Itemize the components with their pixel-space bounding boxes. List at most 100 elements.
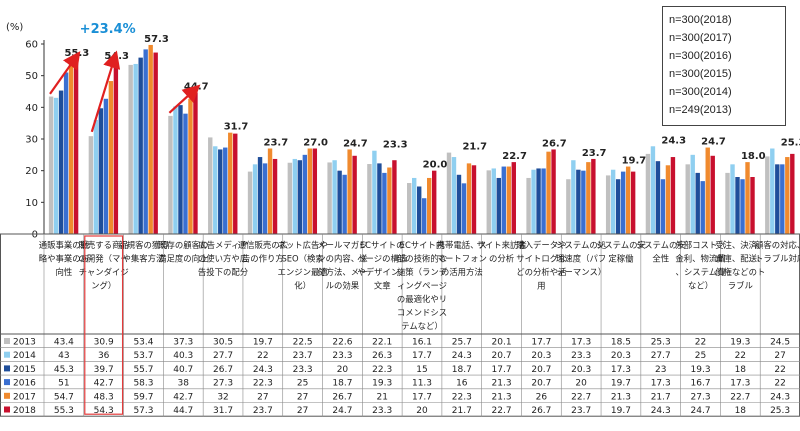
bar xyxy=(615,179,621,234)
x-tick-label: 携帯電話、スマートフォンの活用方法 xyxy=(437,240,487,277)
bar xyxy=(417,186,422,234)
bar xyxy=(73,58,79,235)
data-label: 24.7 xyxy=(343,138,368,149)
trend-arrow xyxy=(90,50,121,133)
bar xyxy=(432,170,437,234)
table-cell: 20 xyxy=(337,365,349,375)
bar xyxy=(546,151,551,234)
bar xyxy=(605,175,611,234)
table-cell: 45.3 xyxy=(54,365,74,375)
data-label: 57.3 xyxy=(144,34,169,45)
data-label: 23.3 xyxy=(383,140,408,151)
table-cell: 59.7 xyxy=(133,392,153,402)
y-tick-label: 30 xyxy=(25,135,38,146)
table-cell: 23.7 xyxy=(293,351,313,361)
bar xyxy=(93,120,99,234)
table-cell: 43.4 xyxy=(54,338,74,348)
bar xyxy=(218,149,223,234)
bar xyxy=(68,60,74,235)
data-label: 21.7 xyxy=(462,142,487,153)
bar xyxy=(382,172,387,234)
x-tick-label: ネット広告や SEO（検索エンジン最適化） xyxy=(278,240,329,291)
data-label: 54.3 xyxy=(104,51,129,62)
table-cell: 25 xyxy=(297,379,308,389)
table-cell: 55.3 xyxy=(54,406,74,416)
bar xyxy=(342,174,347,234)
x-tick-label: 通信販売の広告の作り方 xyxy=(238,240,288,264)
table-cell: 22.3 xyxy=(452,392,472,402)
table-cell: 22.1 xyxy=(372,338,392,348)
bar xyxy=(327,162,332,234)
table-cell: 23.3 xyxy=(293,365,313,375)
bar xyxy=(690,154,695,234)
table-cell: 22.6 xyxy=(332,338,352,348)
table-cell: 53.7 xyxy=(133,351,153,361)
table-cell: 54.3 xyxy=(94,406,114,416)
y-tick-label: 10 xyxy=(25,198,38,209)
bar xyxy=(700,181,705,234)
table-cell: 20.3 xyxy=(571,365,591,375)
table-cell: 58.3 xyxy=(133,379,153,389)
bar xyxy=(153,52,158,234)
bar xyxy=(571,160,576,234)
legend-entry: n=300(2018) xyxy=(669,14,732,26)
bar xyxy=(297,160,303,234)
table-cell: 22.7 xyxy=(492,406,512,416)
table-cell: 27 xyxy=(257,392,268,402)
x-tick-label: 広告メディアの使い方や広告投下の配分 xyxy=(198,240,249,277)
table-cell: 24.3 xyxy=(651,406,671,416)
series-name: 2016 xyxy=(13,379,36,389)
x-tick-label: 受注、決済、倉庫、配送、債権などのトラブル xyxy=(715,240,765,291)
data-label: 24.7 xyxy=(701,137,726,148)
bar xyxy=(58,90,64,234)
bar xyxy=(695,172,700,234)
bar xyxy=(183,113,188,234)
x-tick-label: 販売する商品の開発（マーチャンダイジング） xyxy=(79,240,129,291)
bar xyxy=(63,72,69,234)
table-cell: 22 xyxy=(774,365,785,375)
legend-entry: n=300(2014) xyxy=(669,86,732,98)
table-cell: 27.7 xyxy=(651,351,671,361)
table-cell: 27.3 xyxy=(691,392,711,402)
bar xyxy=(655,161,661,234)
data-table: 通販事業の戦略や事業の方向性販売する商品の開発（マーチャンダイジング）新規客の獲… xyxy=(0,233,800,417)
y-tick-label: 60 xyxy=(25,40,38,51)
table-cell: 20 xyxy=(575,379,587,389)
bar xyxy=(427,177,432,234)
bar xyxy=(630,171,636,234)
bar xyxy=(247,171,253,234)
table-cell: 43 xyxy=(58,351,69,361)
bar xyxy=(367,164,372,234)
bar xyxy=(173,106,178,234)
table-cell: 24.3 xyxy=(452,351,472,361)
table-cell: 24.7 xyxy=(691,406,711,416)
data-label-group: 55.354.357.344.731.723.727.024.723.320.0… xyxy=(65,34,800,171)
table-cell: 30.9 xyxy=(94,338,114,348)
table-cell: 40.7 xyxy=(173,365,193,375)
table-cell: 26 xyxy=(536,392,548,402)
bar xyxy=(352,155,357,234)
annotation-text: +23.4% xyxy=(80,22,136,37)
bar xyxy=(730,164,735,234)
bar xyxy=(138,57,143,234)
table-cell: 24.5 xyxy=(770,338,790,348)
bar-series-group xyxy=(48,44,795,235)
data-label: 31.7 xyxy=(224,122,249,133)
x-tick-label: サイト来訪者の分析 xyxy=(476,240,526,264)
bar xyxy=(745,162,750,234)
table-cell: 22.7 xyxy=(571,392,591,402)
bar xyxy=(665,165,671,234)
bar xyxy=(650,146,656,234)
table-cell: 39.7 xyxy=(94,365,114,375)
table-cell: 51 xyxy=(58,379,69,389)
x-tick-label: ECサイト内部の技術的な施策（ランディングページの最適化やリコメンドシステムなど… xyxy=(397,240,448,331)
table-cell: 18.7 xyxy=(332,379,352,389)
bar xyxy=(710,155,715,234)
x-tick-label: システムの処理速度（パフォーマンス） xyxy=(556,240,607,277)
table-cell: 23.3 xyxy=(571,351,591,361)
bar xyxy=(620,171,626,234)
table-cell: 15 xyxy=(416,365,427,375)
table-cell: 11.3 xyxy=(412,379,432,389)
table-cell: 20.3 xyxy=(531,351,551,361)
table-cell: 27 xyxy=(297,406,308,416)
